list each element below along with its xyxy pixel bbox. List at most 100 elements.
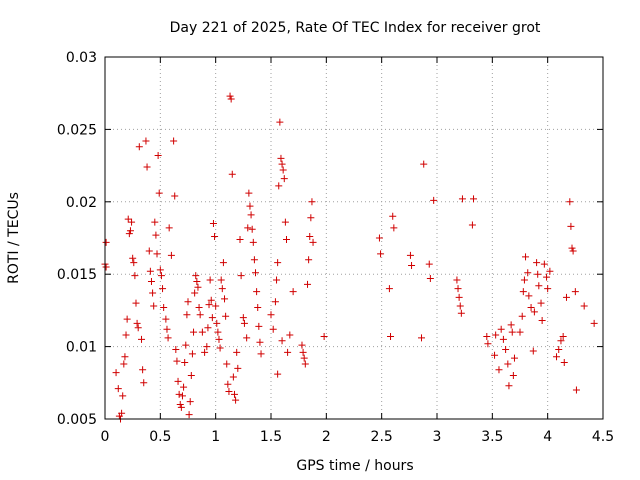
- data-point-marker: [278, 160, 286, 168]
- data-point-marker: [167, 251, 175, 259]
- data-point-marker: [286, 331, 294, 339]
- data-point-marker: [525, 292, 533, 300]
- data-point-marker: [559, 332, 567, 340]
- data-point-marker: [118, 409, 126, 417]
- data-point-marker: [205, 301, 213, 309]
- data-point-marker: [121, 353, 129, 361]
- data-point-marker: [456, 302, 464, 310]
- data-point-marker: [519, 288, 527, 296]
- data-point-marker: [569, 247, 577, 255]
- data-point-marker: [119, 392, 127, 400]
- data-point-marker: [226, 92, 234, 100]
- data-point-marker: [254, 304, 262, 312]
- data-point-marker: [222, 312, 230, 320]
- data-point-marker: [229, 373, 237, 381]
- data-point-marker: [125, 230, 133, 238]
- data-point-marker: [176, 401, 184, 409]
- data-point-marker: [123, 315, 131, 323]
- x-tick-label: 4.5: [592, 429, 614, 445]
- data-point-marker: [470, 195, 478, 203]
- data-point-marker: [543, 273, 551, 281]
- data-point-marker: [122, 331, 130, 339]
- x-tick-label: 3.5: [481, 429, 503, 445]
- data-point-marker: [188, 350, 196, 358]
- x-tick-label: 1.5: [260, 429, 282, 445]
- data-point-marker: [165, 224, 173, 232]
- data-point-marker: [240, 319, 248, 327]
- x-tick-label: 2: [322, 429, 331, 445]
- data-point-marker: [180, 383, 188, 391]
- data-point-marker: [408, 262, 416, 270]
- data-point-marker: [308, 198, 316, 206]
- data-point-marker: [135, 143, 143, 151]
- data-point-marker: [153, 250, 161, 258]
- data-points: [101, 92, 598, 423]
- data-point-marker: [385, 285, 393, 293]
- data-point-marker: [406, 251, 414, 259]
- data-point-marker: [492, 331, 500, 339]
- data-point-marker: [163, 325, 171, 333]
- data-point-marker: [131, 272, 139, 280]
- data-point-marker: [430, 196, 438, 204]
- data-point-marker: [244, 224, 252, 232]
- data-point-marker: [145, 247, 153, 255]
- data-point-marker: [212, 302, 220, 310]
- data-point-marker: [546, 267, 554, 275]
- data-point-marker: [289, 288, 297, 296]
- data-point-marker: [274, 259, 282, 267]
- data-point-marker: [223, 360, 231, 368]
- data-point-marker: [225, 387, 233, 395]
- data-point-marker: [142, 137, 150, 145]
- data-point-marker: [282, 235, 290, 243]
- data-point-marker: [219, 259, 227, 267]
- data-point-marker: [159, 285, 167, 293]
- data-point-marker: [453, 276, 461, 284]
- data-point-marker: [275, 182, 283, 190]
- data-point-marker: [299, 348, 307, 356]
- data-point-marker: [390, 224, 398, 232]
- data-point-marker: [555, 345, 563, 353]
- data-point-marker: [502, 345, 510, 353]
- data-point-marker: [387, 332, 395, 340]
- data-point-marker: [149, 289, 157, 297]
- data-point-marker: [307, 214, 315, 222]
- data-point-marker: [172, 345, 180, 353]
- data-point-marker: [544, 285, 552, 293]
- data-point-marker: [484, 340, 492, 348]
- data-point-marker: [102, 238, 110, 246]
- y-tick-label: 0.015: [57, 267, 97, 283]
- data-point-marker: [173, 357, 181, 365]
- data-point-marker: [218, 285, 226, 293]
- x-tick-label: 0: [101, 429, 110, 445]
- data-point-marker: [458, 195, 466, 203]
- data-point-marker: [214, 328, 222, 336]
- data-point-marker: [389, 212, 397, 220]
- data-point-marker: [425, 260, 433, 268]
- data-point-marker: [505, 382, 513, 390]
- data-point-marker: [247, 211, 255, 219]
- data-point-marker: [207, 296, 215, 304]
- data-point-marker: [269, 325, 277, 333]
- data-point-marker: [151, 218, 159, 226]
- data-point-marker: [248, 225, 256, 233]
- x-tick-label: 3: [433, 429, 442, 445]
- data-point-marker: [274, 370, 282, 378]
- data-point-marker: [203, 343, 211, 351]
- data-point-marker: [567, 222, 575, 230]
- y-tick-label: 0.02: [66, 195, 97, 211]
- data-point-marker: [120, 360, 128, 368]
- data-point-marker: [527, 304, 535, 312]
- data-point-marker: [133, 319, 141, 327]
- data-point-marker: [190, 328, 198, 336]
- data-point-marker: [530, 308, 538, 316]
- data-point-marker: [152, 231, 160, 239]
- data-point-marker: [182, 341, 190, 349]
- data-point-marker: [171, 192, 179, 200]
- data-point-marker: [102, 263, 110, 271]
- data-point-marker: [174, 377, 182, 385]
- data-point-marker: [157, 272, 165, 280]
- data-point-marker: [227, 95, 235, 103]
- data-point-marker: [377, 250, 385, 258]
- data-point-marker: [483, 332, 491, 340]
- x-tick-label: 0.5: [149, 429, 171, 445]
